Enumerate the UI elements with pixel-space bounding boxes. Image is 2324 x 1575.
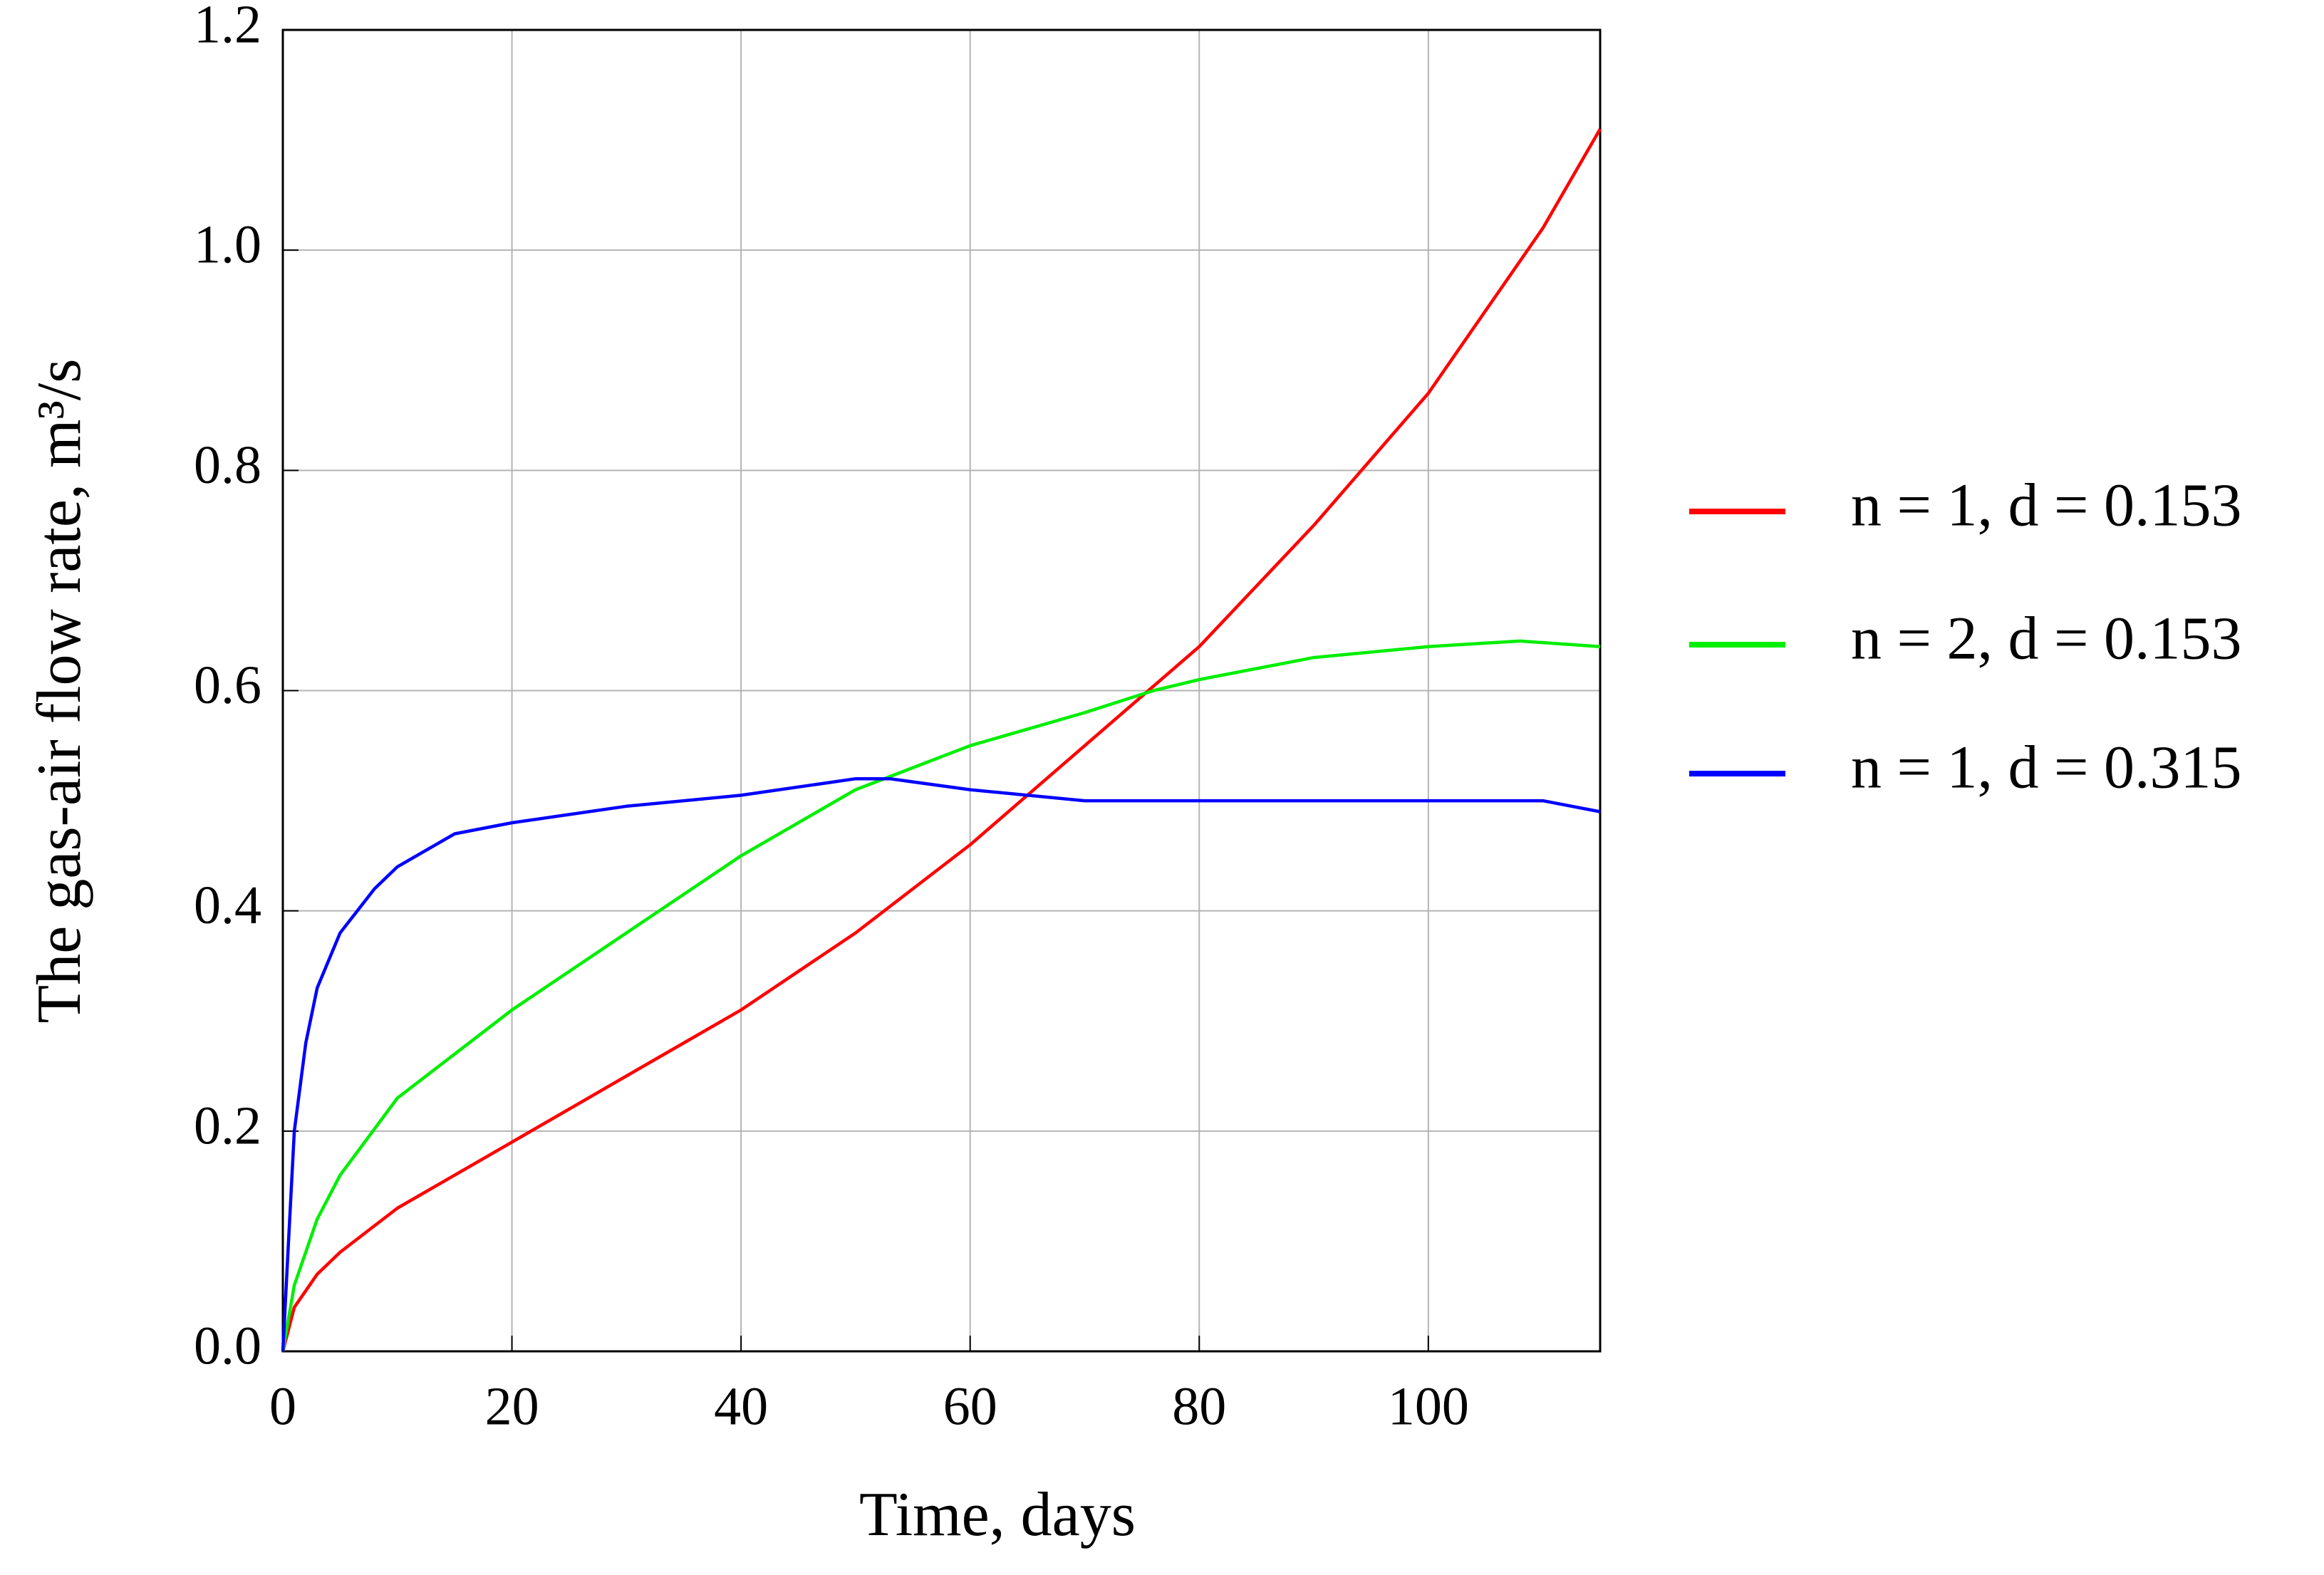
y-tick-label: 0.2 [194,1096,261,1155]
y-tick-label: 0.4 [194,875,261,935]
y-tick-label: 0.6 [194,655,261,715]
x-tick-label: 20 [485,1376,539,1436]
legend-label: n = 1, d = 0.153 [1851,471,2242,539]
y-tick-label: 1.2 [194,0,261,54]
y-tick-label: 0.8 [194,435,261,495]
x-tick-label: 0 [269,1376,296,1436]
legend-label: n = 1, d = 0.315 [1851,733,2242,801]
x-axis-label: Time, days [859,1480,1136,1549]
series-line [281,128,1602,1352]
x-tick-label: 80 [1172,1376,1226,1436]
x-tick-label: 100 [1388,1376,1469,1436]
legend-label: n = 2, d = 0.153 [1851,604,2242,672]
series-line [281,776,1601,1352]
series-line [281,639,1601,1352]
x-tick-label: 40 [714,1376,768,1436]
y-tick-label: 1.0 [194,215,261,275]
x-tick-label: 60 [943,1376,997,1436]
y-axis-label: The gas-air flow rate, m³/s [25,359,94,1024]
plot-frame [281,28,1602,1353]
y-tick-label: 0.0 [194,1316,261,1376]
